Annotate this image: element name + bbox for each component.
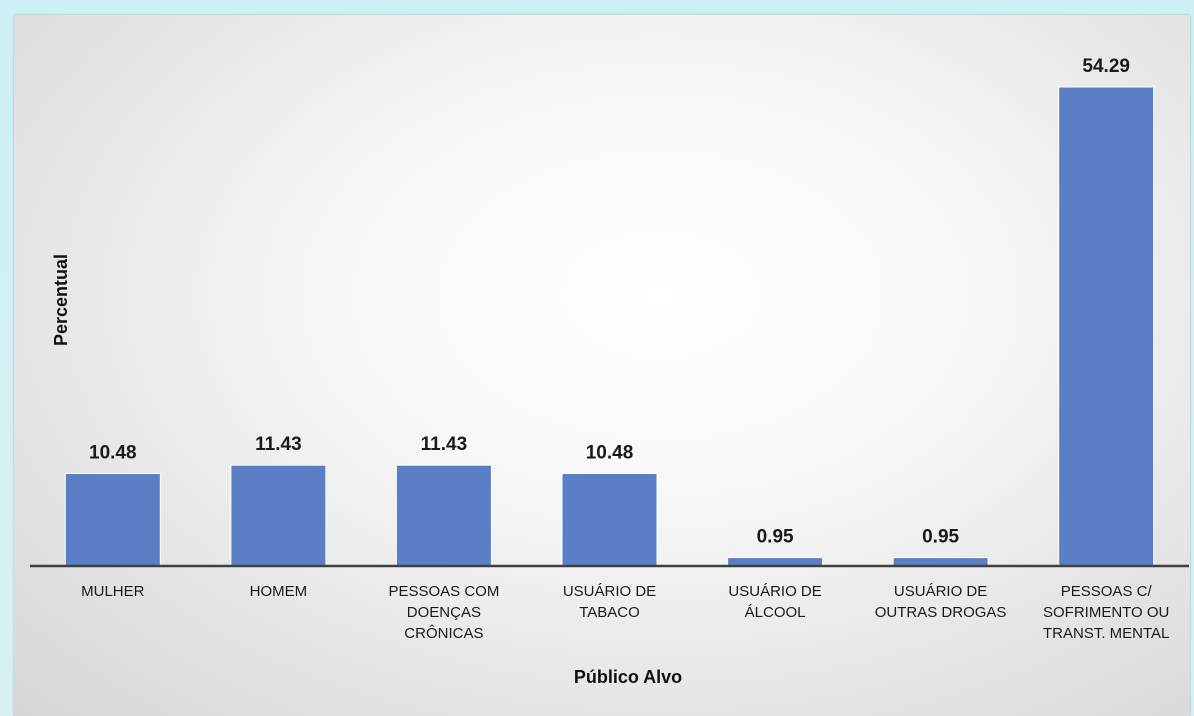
category-tick-label: PESSOAS C/SOFRIMENTO OU TRANST. MENTAL: [1043, 583, 1169, 642]
category-tick-label: HOMEM: [250, 583, 308, 600]
bars-group: [64, 86, 1155, 567]
bar: [561, 473, 658, 567]
bar-value-label: 0.95: [757, 527, 794, 548]
category-tick-label: MULHER: [81, 583, 145, 600]
bar-value-label: 10.48: [586, 443, 634, 464]
bar: [727, 557, 824, 567]
y-axis-title: Percentual: [51, 254, 71, 346]
bar-value-label: 0.95: [922, 527, 959, 548]
chart-panel: [14, 15, 1190, 716]
bar: [892, 557, 989, 567]
category-tick-label: USUÁRIO DE OUTRAS DROGAS: [875, 583, 1007, 621]
bar: [395, 464, 492, 567]
bar-value-label: 10.48: [89, 443, 137, 464]
bar: [230, 464, 327, 567]
category-tick-label: PESSOAS COM DOENÇAS CRÔNICAS: [388, 583, 499, 642]
bar-value-label: 11.43: [421, 434, 468, 455]
category-tick-label: USUÁRIO DE TABACO: [563, 583, 656, 621]
bar-value-label: 11.43: [255, 434, 302, 455]
value-labels-group: 10.48 11.43 11.43 10.48 0.95 0.95 54.29: [89, 56, 1130, 548]
tick-labels-group: MULHER HOMEM PESSOAS COM DOENÇAS CRÔNICAS USU…: [81, 583, 1169, 642]
bar: [64, 473, 161, 567]
bar: [1058, 86, 1155, 567]
category-tick-label: USUÁRIO DE ÁLCOOL: [728, 583, 821, 621]
x-axis-title: Público Alvo: [574, 667, 682, 687]
bar-value-label: 54.29: [1082, 56, 1130, 77]
